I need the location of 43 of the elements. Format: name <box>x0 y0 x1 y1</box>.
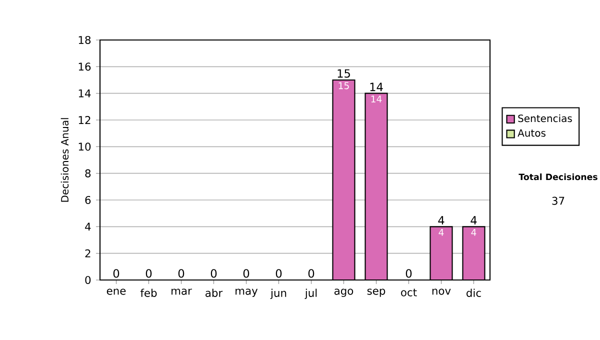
total-label: 0 <box>178 269 184 278</box>
y-tick-label: 10 <box>78 142 91 151</box>
y-tick-label: 6 <box>85 196 91 204</box>
legend-label: Sentencias <box>518 114 572 122</box>
y-tick-label: 16 <box>78 62 91 71</box>
y-tick-label: 14 <box>78 89 91 98</box>
total-label: 0 <box>308 269 314 278</box>
x-tick-label: mar <box>172 288 192 295</box>
y-tick-label: 18 <box>78 36 91 44</box>
y-tick-label: 8 <box>85 169 91 178</box>
text: 37 <box>552 196 564 205</box>
data-label: 15 <box>338 82 349 90</box>
x-tick-label: abr <box>206 288 223 297</box>
x-tick-label: dic <box>466 288 481 297</box>
data-label: 4 <box>438 228 444 236</box>
y-tick-label: 2 <box>85 249 90 258</box>
x-tick-label: jun <box>270 288 286 300</box>
legend-label: Autos <box>518 129 546 137</box>
y-axis-title: Decisiones Anual <box>60 118 69 202</box>
total-label: 0 <box>146 269 152 278</box>
total-label: 0 <box>210 269 217 278</box>
total-label: 4 <box>438 216 444 224</box>
total-label: 0 <box>406 269 412 278</box>
x-tick-label: sep <box>367 288 386 297</box>
x-tick-label: jul <box>304 288 317 300</box>
total-label: 4 <box>470 216 477 224</box>
total-label: 15 <box>338 69 350 78</box>
y-tick-label: 0 <box>85 276 91 284</box>
data-label: 14 <box>371 96 382 102</box>
x-tick-label: may <box>236 288 258 297</box>
data-label: 4 <box>471 228 476 236</box>
x-tick-label: feb <box>140 288 157 297</box>
total-label: 14 <box>370 82 383 92</box>
x-tick-label: nov <box>432 288 451 295</box>
text: Total Decisiones <box>518 173 598 180</box>
x-tick-label: ago <box>334 288 354 297</box>
total-label: 0 <box>113 269 120 278</box>
total-label: 0 <box>243 269 250 278</box>
total-label: 0 <box>276 269 282 278</box>
x-tick-label: ene <box>106 288 126 295</box>
x-tick-label: oct <box>401 288 417 296</box>
y-tick-label: 4 <box>85 222 91 231</box>
y-tick-label: 12 <box>78 116 90 124</box>
